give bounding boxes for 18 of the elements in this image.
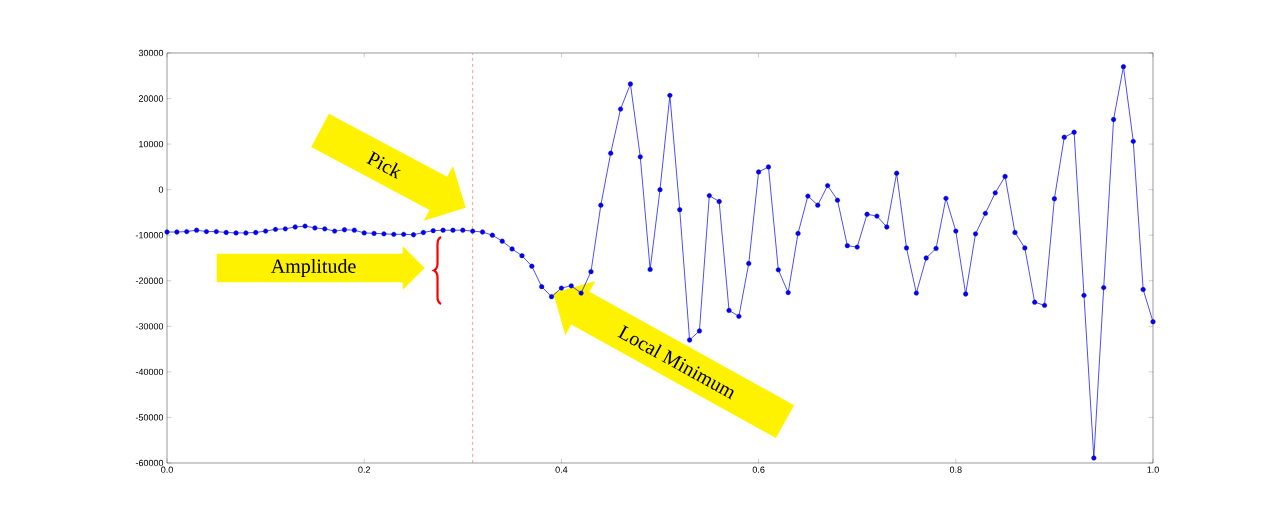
- y-tick-label: -40000: [135, 368, 164, 376]
- y-tick-label: 10000: [139, 140, 164, 148]
- x-tick-label: 0.4: [555, 466, 568, 473]
- x-tick-label: 0.6: [752, 466, 765, 473]
- y-tick-label: 0: [158, 186, 164, 193]
- y-tick-label: -50000: [135, 414, 164, 421]
- y-tick-label: -20000: [135, 277, 164, 284]
- y-tick-label: -10000: [135, 232, 164, 239]
- x-tick-label: 0.8: [949, 466, 962, 473]
- x-tick-label: 0.0: [161, 466, 173, 473]
- x-tick-label: 1.0: [1147, 466, 1159, 473]
- annotation: Pick: [366, 151, 401, 180]
- y-tick-label: -30000: [135, 323, 164, 330]
- annotation: Amplitude: [270, 258, 356, 278]
- x-tick-label: 0.2: [358, 466, 371, 473]
- y-tick-label: 20000: [138, 95, 164, 102]
- y-tick-label: -60000: [135, 459, 164, 467]
- y-tick-label: 30000: [138, 49, 164, 57]
